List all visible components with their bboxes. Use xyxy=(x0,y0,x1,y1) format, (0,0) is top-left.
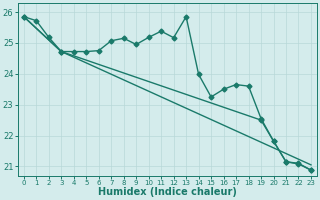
X-axis label: Humidex (Indice chaleur): Humidex (Indice chaleur) xyxy=(98,187,237,197)
